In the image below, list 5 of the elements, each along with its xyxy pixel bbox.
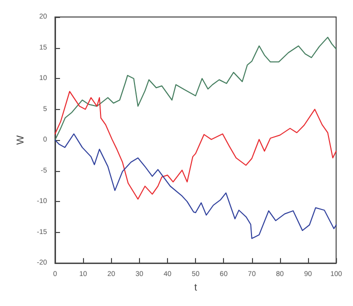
x-axis-title: t: [194, 282, 198, 294]
line-series: [54, 36, 337, 141]
y-axis-title: W: [16, 134, 26, 145]
line-series: [54, 133, 337, 239]
line-series: [54, 90, 337, 200]
